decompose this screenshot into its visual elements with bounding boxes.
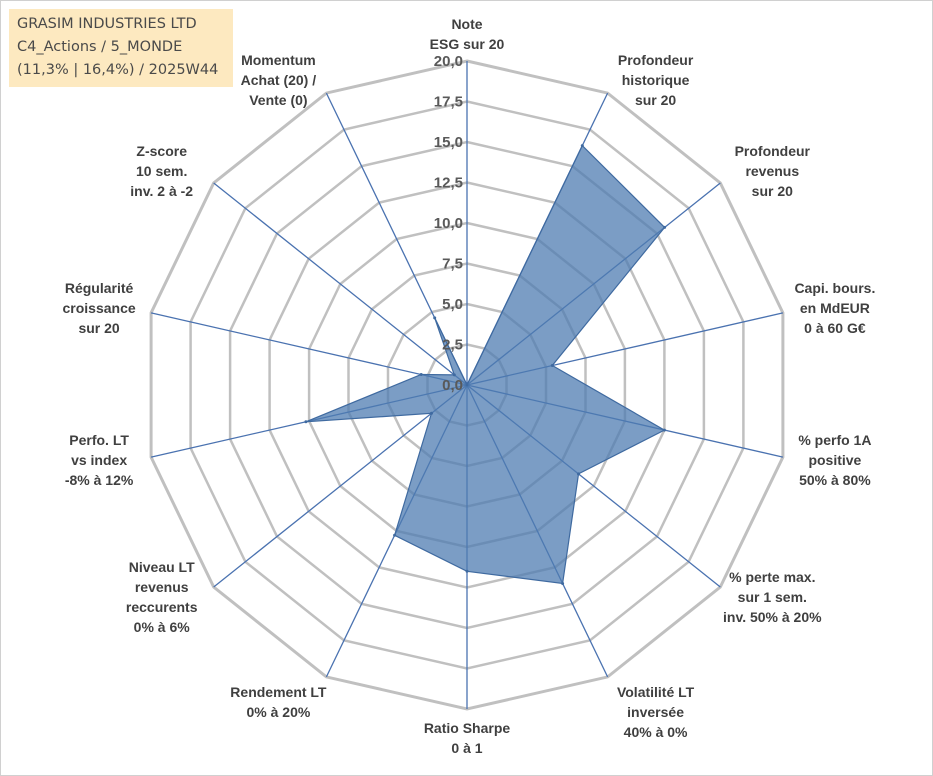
- series-point: [419, 373, 423, 376]
- axis-label-line: 0% à 6%: [134, 619, 191, 635]
- radar-axis-labels: Note ESG sur 20 Profondeur historique sur 20…: [63, 16, 876, 756]
- series-point: [577, 472, 580, 476]
- axis-label-line: 10 sem.: [136, 163, 187, 179]
- series-point: [465, 383, 469, 387]
- series-area: [305, 144, 666, 585]
- tick-label: 15,0: [434, 134, 463, 151]
- axis-label: Z-score 10 sem. inv. 2 à -2: [130, 143, 193, 199]
- tick-label: 7,5: [442, 256, 463, 273]
- tick-label: 5,0: [442, 296, 463, 313]
- radar-spoke: [150, 312, 468, 386]
- axis-label-line: sur 20: [635, 92, 676, 108]
- radar-spoke: [213, 182, 468, 386]
- axis-label-line: en MdEUR: [800, 300, 870, 316]
- axis-label: % perte max. sur 1 sem. inv. 50% à 20%: [723, 569, 822, 625]
- axis-label: Ratio Sharpe 0 à 1: [424, 720, 511, 756]
- axis-label-line: positive: [808, 452, 861, 468]
- tick-label: 17,5: [434, 94, 463, 111]
- axis-label-line: croissance: [63, 300, 136, 316]
- tick-label: 2,5: [442, 337, 463, 354]
- tick-label: 20,0: [434, 53, 463, 70]
- axis-label-line: revenus: [745, 163, 799, 179]
- radar-tick-labels: 0,0 2,5 5,0 7,5 10,0 12,5 15,0 17,5 20,0: [434, 53, 463, 394]
- chart-title-company: GRASIM INDUSTRIES LTD: [17, 16, 197, 32]
- axis-label-line: sur 1 sem.: [738, 589, 807, 605]
- axis-label-line: Ratio Sharpe: [424, 720, 511, 736]
- series-point: [561, 582, 565, 585]
- axis-label: Perfo. LT vs index -8% à 12%: [65, 432, 134, 488]
- axis-label: Niveau LT revenus reccurents 0% à 6%: [126, 559, 198, 635]
- axis-label-line: Capi. bours.: [794, 280, 875, 296]
- axis-label-line: Niveau LT: [129, 559, 195, 575]
- axis-label: Régularité croissance sur 20: [63, 280, 136, 336]
- series-point: [662, 428, 666, 432]
- axis-label-line: inv. 2 à -2: [130, 183, 193, 199]
- axis-label-line: Perfo. LT: [69, 432, 129, 448]
- axis-label: Capi. bours. en MdEUR 0 à 60 G€: [794, 280, 875, 336]
- axis-label-line: sur 20: [752, 183, 793, 199]
- axis-label: Profondeur historique sur 20: [618, 52, 694, 108]
- series-point: [430, 411, 433, 415]
- axis-label: Rendement LT 0% à 20%: [230, 684, 327, 720]
- axis-label-line: revenus: [135, 579, 189, 595]
- series-point: [393, 533, 397, 537]
- series-point: [465, 569, 469, 573]
- axis-label-line: Profondeur: [618, 52, 694, 68]
- axis-label-line: 0 à 1: [451, 740, 482, 756]
- axis-label: Momentum Achat (20) / Vente (0): [241, 52, 317, 108]
- axis-label-line: Rendement LT: [230, 684, 327, 700]
- axis-label-line: reccurents: [126, 599, 198, 615]
- tick-label: 10,0: [434, 215, 463, 232]
- chart-title-stats: (11,3% | 16,4%) / 2025W44: [17, 62, 219, 78]
- chart-title-category: C4_Actions / 5_MONDE: [17, 39, 183, 55]
- axis-label-line: Régularité: [65, 280, 134, 296]
- axis-label: % perfo 1A positive 50% à 80%: [798, 432, 871, 488]
- axis-label-line: Achat (20) /: [241, 72, 317, 88]
- axis-label-line: inversée: [627, 704, 684, 720]
- chart-title-box: GRASIM INDUSTRIES LTD C4_Actions / 5_MON…: [9, 9, 233, 87]
- radar-series: [304, 144, 667, 585]
- axis-label-line: 0% à 20%: [246, 704, 310, 720]
- axis-label-line: 40% à 0%: [624, 724, 688, 740]
- axis-label: Profondeur revenus sur 20: [735, 143, 811, 199]
- axis-label-line: ESG sur 20: [430, 36, 505, 52]
- axis-label-line: Vente (0): [249, 92, 307, 108]
- axis-label-line: -8% à 12%: [65, 472, 134, 488]
- axis-label-line: vs index: [71, 452, 127, 468]
- tick-label: 12,5: [434, 175, 463, 192]
- series-point: [304, 420, 308, 424]
- axis-label-line: historique: [622, 72, 690, 88]
- axis-label-line: 0 à 60 G€: [804, 320, 866, 336]
- axis-label-line: inv. 50% à 20%: [723, 609, 822, 625]
- axis-label-line: % perte max.: [729, 569, 815, 585]
- axis-label-line: Note: [451, 16, 482, 32]
- axis-label-line: Profondeur: [735, 143, 811, 159]
- series-point: [452, 373, 456, 377]
- series-point: [433, 316, 437, 320]
- axis-label-line: Momentum: [241, 52, 316, 68]
- axis-label-line: % perfo 1A: [798, 432, 871, 448]
- axis-label-line: Volatilité LT: [617, 684, 695, 700]
- radar-spoke: [213, 384, 468, 588]
- axis-label-line: 50% à 80%: [799, 472, 871, 488]
- axis-label: Note ESG sur 20: [430, 16, 505, 52]
- axis-label: Volatilité LT inversée 40% à 0%: [617, 684, 695, 740]
- series-point: [550, 364, 554, 367]
- series-point: [580, 144, 584, 148]
- axis-label-line: Z-score: [136, 143, 187, 159]
- tick-label: 0,0: [442, 377, 463, 394]
- axis-label-line: sur 20: [78, 320, 119, 336]
- series-point: [663, 225, 667, 229]
